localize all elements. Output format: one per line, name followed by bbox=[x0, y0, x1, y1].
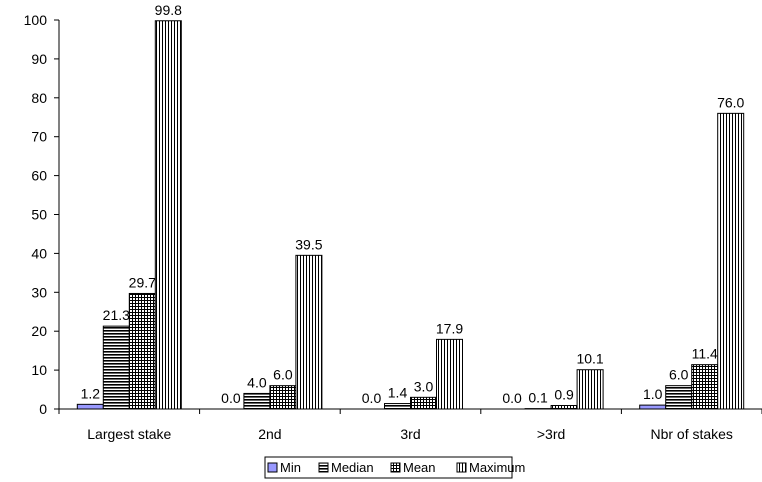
y-tick-label: 80 bbox=[31, 90, 47, 106]
data-label: 0.0 bbox=[362, 390, 382, 406]
y-tick-label: 40 bbox=[31, 245, 47, 261]
legend-swatch-min bbox=[267, 462, 278, 473]
legend-label-maximum: Maximum bbox=[469, 460, 525, 475]
bar-median bbox=[102, 325, 130, 410]
data-label: 0.1 bbox=[528, 390, 548, 406]
data-label: 0.9 bbox=[554, 386, 574, 402]
bar-maximum bbox=[436, 338, 463, 410]
bar-mean bbox=[269, 385, 297, 410]
data-label: 10.1 bbox=[576, 351, 603, 367]
legend-box bbox=[264, 456, 513, 479]
y-tick-label: 70 bbox=[31, 129, 47, 145]
data-label: 0.0 bbox=[502, 390, 522, 406]
x-tick-label: 3rd bbox=[400, 426, 420, 442]
legend-swatch-median bbox=[318, 462, 329, 473]
data-label: 4.0 bbox=[247, 374, 267, 390]
data-label: 17.9 bbox=[436, 320, 463, 336]
bar-mean bbox=[410, 396, 437, 410]
data-label: 11.4 bbox=[692, 346, 718, 362]
y-tick-label: 20 bbox=[31, 323, 47, 339]
legend: Min Median Mean Maximum bbox=[264, 456, 525, 479]
data-label: 6.0 bbox=[669, 367, 689, 383]
bars bbox=[76, 20, 745, 410]
data-label: 6.0 bbox=[273, 367, 293, 383]
y-tick-label: 50 bbox=[31, 207, 47, 223]
data-label: 1.2 bbox=[81, 385, 101, 401]
data-label: 3.0 bbox=[414, 378, 434, 394]
data-label: 29.7 bbox=[129, 274, 156, 290]
bar-maximum bbox=[295, 254, 323, 410]
data-label: 76.0 bbox=[717, 94, 744, 110]
bar-median bbox=[243, 392, 271, 410]
bar-mean bbox=[128, 292, 156, 410]
y-tick-label: 10 bbox=[31, 362, 47, 378]
bar-mean bbox=[550, 404, 578, 410]
legend-label-mean: Mean bbox=[403, 460, 436, 475]
legend-swatch-maximum bbox=[456, 462, 467, 473]
bar-median bbox=[665, 385, 693, 410]
legend-swatch-mean bbox=[390, 462, 401, 473]
axes: 0 10 20 30 40 50 60 70 80 90 100 Largest stake 2nd 3r… bbox=[24, 12, 762, 442]
data-label: 21.3 bbox=[103, 307, 130, 323]
x-tick-label: 2nd bbox=[258, 426, 281, 442]
data-label: 39.5 bbox=[295, 236, 322, 252]
bar-maximum bbox=[154, 20, 182, 410]
y-tick-label: 0 bbox=[39, 401, 47, 417]
legend-label-min: Min bbox=[280, 460, 301, 475]
data-labels: 1.2 21.3 29.7 99.8 0.0 4.0 6.0 39.5 0.0 1.4 3.0 17.… bbox=[81, 2, 745, 406]
y-tick-label: 60 bbox=[31, 168, 47, 184]
data-label: 99.8 bbox=[155, 2, 182, 18]
data-label: 0.0 bbox=[221, 390, 241, 406]
bar-median bbox=[384, 403, 411, 410]
bar-min bbox=[76, 403, 104, 410]
y-tick-label: 30 bbox=[31, 284, 47, 300]
legend-label-median: Median bbox=[331, 460, 374, 475]
x-tick-label: Largest stake bbox=[87, 426, 171, 442]
bar-maximum bbox=[717, 112, 745, 410]
bar-mean bbox=[691, 364, 719, 410]
bar-min bbox=[639, 404, 667, 410]
y-tick-label: 100 bbox=[24, 12, 48, 28]
y-tick-label: 90 bbox=[31, 51, 47, 67]
x-tick-label: Nbr of stakes bbox=[650, 426, 732, 442]
bar-maximum bbox=[576, 369, 604, 410]
data-label: 1.4 bbox=[388, 385, 408, 401]
data-label: 1.0 bbox=[643, 386, 663, 402]
x-tick-label: >3rd bbox=[537, 426, 565, 442]
